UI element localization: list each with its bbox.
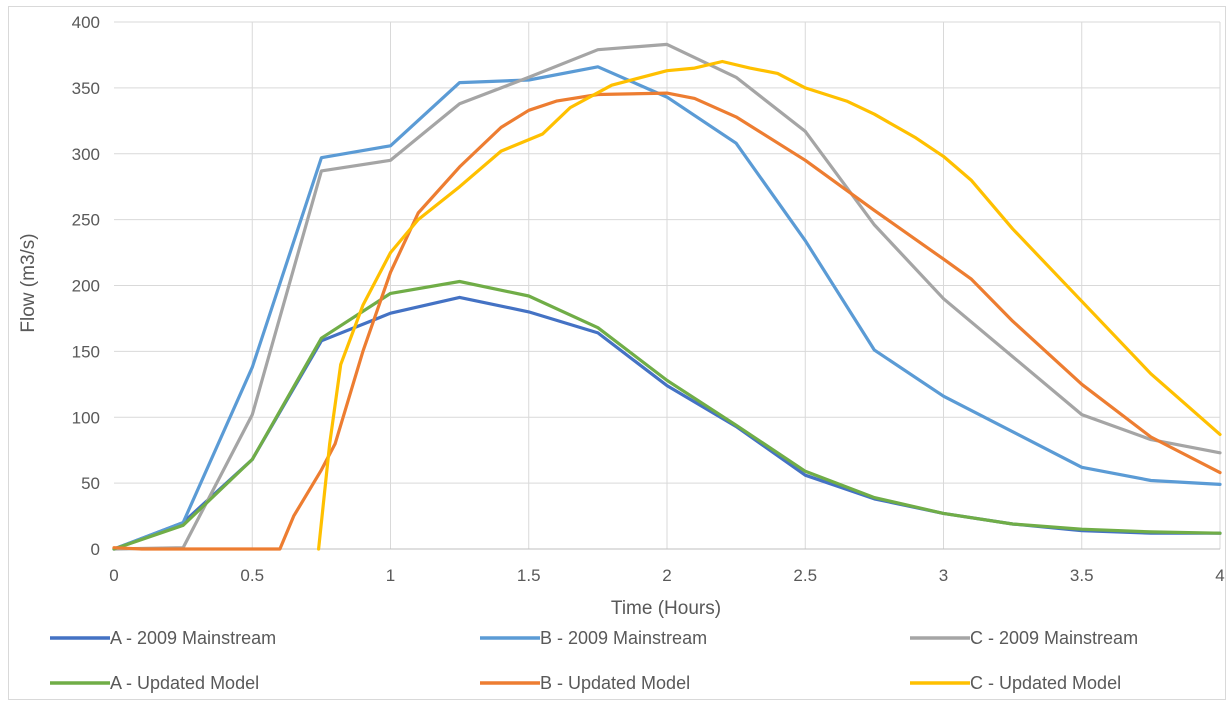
legend-label: A - Updated Model	[110, 673, 259, 693]
legend-label: B - 2009 Mainstream	[540, 628, 707, 648]
y-tick-label: 250	[72, 211, 100, 230]
series-line-3	[112, 279, 1222, 551]
y-tick-label: 200	[72, 277, 100, 296]
series-line-1	[112, 65, 1222, 551]
y-tick-labels: 0 50 100 150 200 250 300 350 400	[72, 13, 100, 559]
series-line-4	[112, 91, 1222, 551]
y-axis-title: Flow (m3/s)	[18, 233, 39, 332]
legend-item-2: C - 2009 Mainstream	[910, 628, 1138, 648]
x-tick-label: 3	[939, 566, 948, 585]
legend-item-4: B - Updated Model	[480, 673, 690, 693]
y-tick-label: 0	[91, 540, 100, 559]
legend-item-1: B - 2009 Mainstream	[480, 628, 707, 648]
x-tick-label: 4	[1215, 566, 1224, 585]
x-tick-label: 1.5	[517, 566, 541, 585]
series-lines	[112, 42, 1222, 551]
legend-item-0: A - 2009 Mainstream	[50, 628, 276, 648]
x-tick-label: 3.5	[1070, 566, 1094, 585]
legend-label: C - Updated Model	[970, 673, 1121, 693]
y-tick-label: 100	[72, 408, 100, 427]
series-line-2	[112, 42, 1222, 551]
y-tick-label: 300	[72, 145, 100, 164]
x-axis-title: Time (Hours)	[611, 598, 721, 619]
x-tick-label: 0	[109, 566, 118, 585]
chart-frame	[8, 6, 1226, 700]
legend-item-5: C - Updated Model	[910, 673, 1121, 693]
x-tick-label: 0.5	[240, 566, 264, 585]
x-tick-label: 2.5	[793, 566, 817, 585]
legend-item-3: A - Updated Model	[50, 673, 259, 693]
x-tick-label: 2	[662, 566, 671, 585]
legend-label: A - 2009 Mainstream	[110, 628, 276, 648]
legend: A - 2009 Mainstream B - 2009 Mainstream C …	[50, 628, 1138, 693]
y-tick-label: 400	[72, 13, 100, 32]
y-tick-label: 50	[81, 474, 100, 493]
x-tick-label: 1	[386, 566, 395, 585]
legend-label: C - 2009 Mainstream	[970, 628, 1138, 648]
legend-label: B - Updated Model	[540, 673, 690, 693]
y-tick-label: 350	[72, 79, 100, 98]
x-tick-labels: 0 0.5 1 1.5 2 2.5 3 3.5 4	[109, 566, 1224, 585]
series-line-5	[317, 59, 1222, 551]
y-tick-label: 150	[72, 342, 100, 361]
